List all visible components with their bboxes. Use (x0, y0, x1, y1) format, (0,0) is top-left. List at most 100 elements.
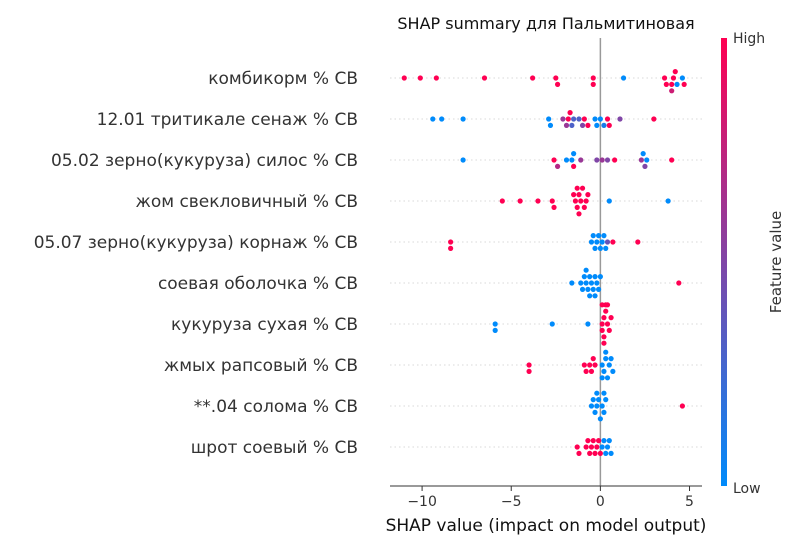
shap-point (606, 362, 612, 368)
shap-point (401, 75, 407, 81)
shap-point (594, 444, 600, 450)
shap-point (592, 274, 598, 280)
shap-point (581, 274, 587, 280)
shap-point (565, 116, 571, 122)
shap-point (679, 403, 685, 409)
shap-point (604, 321, 611, 327)
shap-point (642, 163, 648, 169)
shap-point (560, 116, 566, 122)
shap-point (594, 239, 600, 245)
shap-point (599, 362, 605, 368)
x-tick-label: −10 (407, 494, 437, 510)
shap-point (594, 157, 600, 163)
shap-point (601, 390, 607, 396)
shap-point (606, 327, 612, 333)
shap-point (606, 438, 612, 444)
shap-point (492, 321, 498, 327)
shap-point (492, 327, 498, 333)
shap-point (585, 438, 591, 444)
shap-point (563, 122, 570, 128)
shap-point (597, 116, 603, 122)
shap-point (439, 116, 445, 122)
shap-point (595, 397, 602, 403)
shap-point (549, 321, 555, 327)
shap-point (599, 321, 605, 327)
shap-point (588, 403, 595, 409)
shap-point (597, 274, 603, 280)
feature-label: кукуруза сухая % СВ (171, 315, 358, 335)
shap-point (535, 198, 541, 204)
shap-point (547, 122, 554, 128)
feature-labels: комбикорм % СВ 12.01 тритикале сенаж % СВ… (34, 69, 358, 458)
shap-point (620, 75, 627, 81)
shap-point (608, 315, 614, 321)
shap-point (581, 116, 587, 122)
shap-point (579, 286, 586, 292)
shap-point (579, 185, 586, 191)
shap-point (526, 362, 532, 368)
shap-point (601, 340, 607, 346)
shap-point (603, 450, 609, 456)
shap-point (571, 116, 577, 122)
shap-point (601, 334, 607, 340)
x-tick-label: 5 (685, 494, 694, 510)
shap-point (601, 233, 607, 239)
shap-point (578, 198, 584, 204)
shap-point (599, 327, 605, 333)
shap-point (601, 122, 607, 128)
shap-point (590, 75, 596, 81)
shap-point (604, 302, 611, 308)
feature-label: 05.02 зерно(кукуруза) силос % СВ (51, 151, 358, 171)
shap-point (604, 444, 611, 450)
shap-point (603, 308, 609, 314)
shap-point (594, 403, 600, 409)
shap-point (587, 450, 593, 456)
shap-point (674, 81, 680, 87)
shap-point (665, 198, 671, 204)
shap-point (583, 267, 589, 273)
shap-point (594, 122, 600, 128)
shap-point (635, 239, 641, 245)
shap-point (610, 239, 616, 245)
shap-point (661, 75, 668, 81)
shap-point (569, 157, 575, 163)
shap-point (640, 151, 646, 157)
shap-point (571, 192, 577, 198)
shap-point (587, 293, 593, 299)
shap-point (574, 185, 580, 191)
shap-point (597, 450, 603, 456)
shap-point (574, 204, 580, 210)
shap-point (601, 438, 607, 444)
feature-label: соевая оболочка % СВ (158, 274, 358, 294)
shap-point (604, 375, 611, 381)
shap-point (433, 75, 439, 81)
shap-point (597, 245, 603, 251)
shap-points (401, 69, 687, 456)
shap-point (585, 122, 591, 128)
shap-point (460, 157, 466, 163)
colorbar-title: Feature value (767, 211, 785, 313)
shap-point (672, 69, 678, 75)
shap-point (572, 198, 579, 204)
shap-point (601, 409, 607, 415)
shap-point (583, 368, 589, 374)
shap-point (448, 245, 454, 251)
shap-point (588, 368, 595, 374)
shap-point (592, 409, 598, 415)
shap-point (599, 444, 605, 450)
shap-point (517, 198, 523, 204)
shap-point (595, 438, 602, 444)
shap-point (430, 116, 436, 122)
shap-point (606, 122, 612, 128)
shap-point (581, 362, 587, 368)
shap-point (599, 302, 605, 308)
shap-point (599, 375, 605, 381)
shap-point (594, 390, 600, 396)
shap-point (569, 280, 575, 286)
feature-label: шрот соевый % СВ (191, 438, 358, 458)
shap-point (601, 368, 607, 374)
shap-point (546, 116, 552, 122)
colorbar-high-label: High (733, 31, 765, 47)
shap-point (588, 280, 595, 286)
shap-point (592, 116, 598, 122)
